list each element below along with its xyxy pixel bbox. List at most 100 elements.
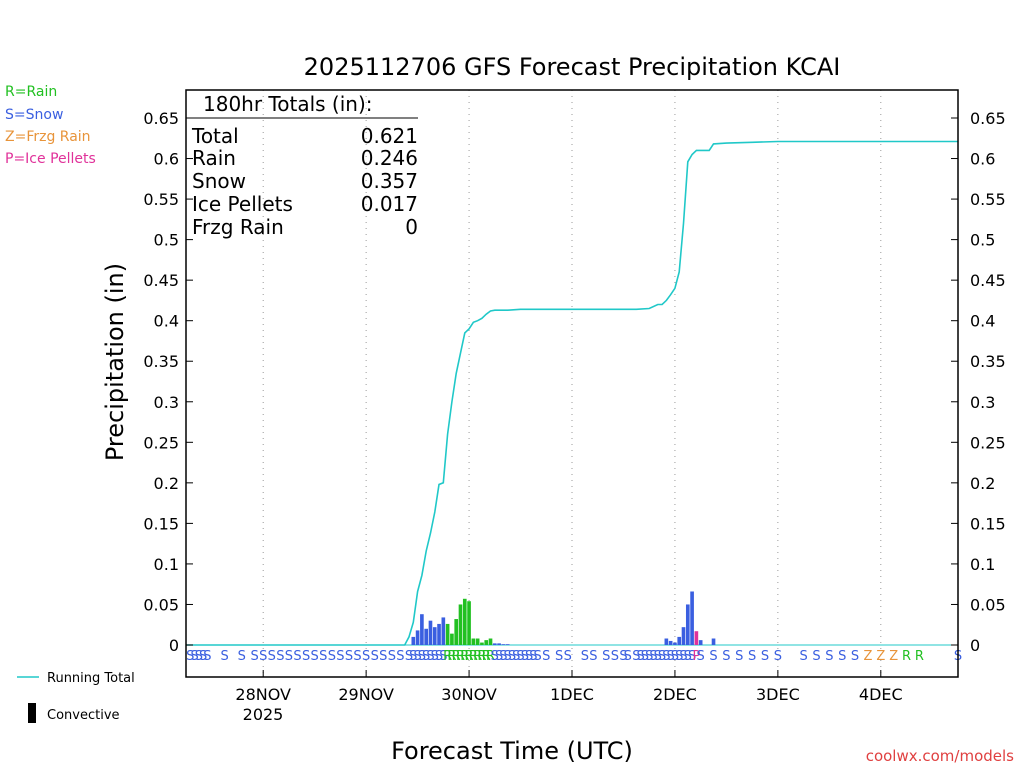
y-tick-label-left: 0.6	[154, 150, 179, 169]
type-marker-snow: S	[667, 649, 675, 664]
y-tick-label-right: 0.2	[970, 474, 995, 493]
type-marker-snow: S	[825, 649, 833, 664]
type-marker-snow: S	[654, 649, 662, 664]
type-marker-snow: S	[328, 649, 336, 664]
y-tick-label-right: 0.4	[970, 312, 995, 331]
type-marker-rain: R	[469, 649, 478, 664]
precip-bars	[411, 591, 716, 645]
y-tick-label-left: 0.45	[143, 271, 179, 290]
type-marker-snow: S	[405, 649, 413, 664]
x-axis: 28NOV 29NOV 30NOV 1DEC 2DEC 3DEC 4DEC	[235, 670, 903, 704]
type-marker-snow: S	[658, 649, 666, 664]
grid-lines	[186, 90, 958, 677]
type-marker-snow: S	[418, 649, 426, 664]
type-marker-snow: S	[697, 649, 705, 664]
y-tick-label-right: 0.45	[970, 271, 1006, 290]
precip-bar-rain	[445, 623, 450, 645]
type-marker-snow: S	[285, 649, 293, 664]
type-marker-snow: S	[302, 649, 310, 664]
y-tick-label-right: 0.3	[970, 393, 995, 412]
type-marker-snow: S	[431, 649, 439, 664]
precip-bar-snow	[711, 638, 716, 645]
precip-bar-snow	[497, 643, 501, 645]
type-marker-snow: S	[345, 649, 353, 664]
precip-bar-rain	[454, 619, 459, 645]
precip-bar-snow	[681, 627, 686, 645]
type-marker-snow: S	[679, 649, 687, 664]
legend-ice-pellets: P=Ice Pellets	[5, 151, 96, 167]
precip-bar-snow	[420, 614, 424, 645]
x-tick-label: 2DEC	[653, 685, 697, 704]
totals-value-rain: 0.246	[361, 146, 418, 170]
y-tick-label-right: 0.25	[970, 433, 1006, 452]
precip-bar-snow	[441, 617, 446, 645]
type-marker-snow: S	[619, 649, 627, 664]
x-tick-label: 4DEC	[859, 685, 903, 704]
precip-bar-rain	[450, 633, 454, 645]
type-marker-snow: S	[276, 649, 284, 664]
type-marker-snow: S	[491, 649, 499, 664]
totals-label-rain: Rain	[192, 146, 236, 170]
x-tick-label: 3DEC	[756, 685, 800, 704]
x-tick-label: 29NOV	[338, 685, 394, 704]
chart-title: 2025112706 GFS Forecast Precipitation KC…	[304, 53, 841, 81]
type-marker-snow: S	[199, 649, 207, 664]
type-legend: R=Rain S=Snow Z=Frzg Rain P=Ice Pellets	[5, 84, 96, 167]
totals-value-total: 0.621	[361, 124, 418, 148]
type-marker-snow: S	[190, 649, 198, 664]
precip-bar-ice-pellets	[694, 631, 699, 645]
precip-bar-rain	[471, 638, 476, 645]
y-tick-label-left: 0.15	[143, 514, 179, 533]
type-marker-frzg-rain: Z	[889, 649, 898, 664]
type-marker-rain: R	[473, 649, 482, 664]
watermark: coolwx.com/models	[866, 747, 1014, 765]
type-marker-snow: S	[353, 649, 361, 664]
precip-bar-rain	[484, 640, 489, 645]
precip-bar-snow	[673, 642, 677, 645]
type-marker-rain: R	[447, 649, 456, 664]
y-axis-right: 0 0.05 0.1 0.15 0.2 0.25 0.3 0.35 0.4 0.45 0.5 0.55…	[951, 109, 1006, 655]
precip-bar-rain	[467, 601, 471, 645]
type-marker-snow: S	[671, 649, 679, 664]
type-marker-snow: S	[203, 649, 211, 664]
type-marker-snow: S	[641, 649, 649, 664]
type-marker-rain: R	[452, 649, 461, 664]
type-marker-snow: S	[564, 649, 572, 664]
type-marker-frzg-rain: Z	[876, 649, 885, 664]
precip-bar-rain	[480, 642, 484, 645]
x-tick-label: 30NOV	[441, 685, 497, 704]
legend-running-total-label: Running Total	[47, 671, 135, 686]
running-total-line	[186, 140, 958, 646]
y-axis-title: Precipitation (in)	[101, 263, 129, 461]
type-marker-snow: S	[186, 649, 194, 664]
precip-bar-snow	[501, 644, 506, 645]
legend-snow: S=Snow	[5, 107, 63, 123]
x-year-label: 2025	[243, 705, 284, 724]
type-marker-snow: S	[336, 649, 344, 664]
y-axis-left: 0 0.05 0.1 0.15 0.2 0.25 0.3 0.35 0.4 0.45 0.5 0.55…	[143, 109, 193, 655]
type-marker-snow: S	[611, 649, 619, 664]
type-marker-snow: S	[542, 649, 550, 664]
legend-frzg-rain: Z=Frzg Rain	[5, 129, 91, 145]
y-tick-label-right: 0.05	[970, 595, 1006, 614]
type-marker-snow: S	[709, 649, 717, 664]
type-marker-snow: S	[838, 649, 846, 664]
precip-bar-snow	[415, 630, 420, 645]
legend-convective-swatch	[28, 703, 36, 723]
precip-bar-snow	[685, 604, 690, 645]
totals-label-snow: Snow	[192, 169, 246, 193]
type-marker-snow: S	[581, 649, 589, 664]
totals-label-total: Total	[191, 124, 239, 148]
precip-bar-snow	[690, 591, 694, 645]
precip-bar-rain	[475, 638, 480, 645]
type-marker-rain: R	[482, 649, 491, 664]
type-marker-snow: S	[362, 649, 370, 664]
y-tick-label-left: 0	[169, 636, 179, 655]
type-marker-snow: S	[602, 649, 610, 664]
type-marker-snow: S	[508, 649, 516, 664]
precip-bar-snow	[664, 638, 669, 645]
legend-convective-label: Convective	[47, 708, 120, 723]
totals-value-ice-pellets: 0.017	[361, 192, 418, 216]
type-marker-snow: S	[748, 649, 756, 664]
